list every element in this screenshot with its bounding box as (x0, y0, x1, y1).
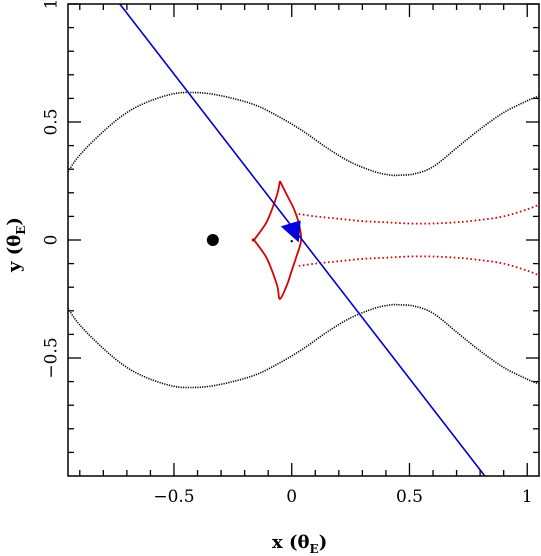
tick-labels: −0.5 0 0.5 1 −0.5 0 0.5 1 (42, 0, 533, 507)
source-position-arrow (280, 220, 301, 243)
plot-area (68, 4, 539, 476)
x-axis-label: x (θE) (272, 532, 327, 556)
y-tick-label: 1 (42, 0, 62, 9)
critical-curve-upper-line (68, 91, 539, 177)
axis-ticks (68, 3, 539, 476)
x-tick-label: 0.5 (396, 487, 423, 507)
x-tick-label: 0 (286, 487, 297, 507)
source-dot (290, 239, 293, 243)
critical-curve-lower-line (68, 303, 539, 389)
plot-frame (67, 3, 540, 477)
lens-mass (206, 234, 219, 246)
y-tick-label: −0.5 (42, 337, 62, 378)
caustic-upper-branch-line (298, 203, 539, 225)
y-axis-label: y (θE) (4, 217, 28, 273)
x-tick-label: 1 (522, 487, 533, 507)
y-tick-label: 0 (42, 235, 62, 246)
caustic-lower-branch-line (298, 255, 539, 277)
y-tick-label: 0.5 (42, 108, 62, 135)
caustic-central-line (251, 180, 303, 300)
x-tick-label: −0.5 (153, 487, 194, 507)
source-trajectory-line (119, 4, 486, 476)
